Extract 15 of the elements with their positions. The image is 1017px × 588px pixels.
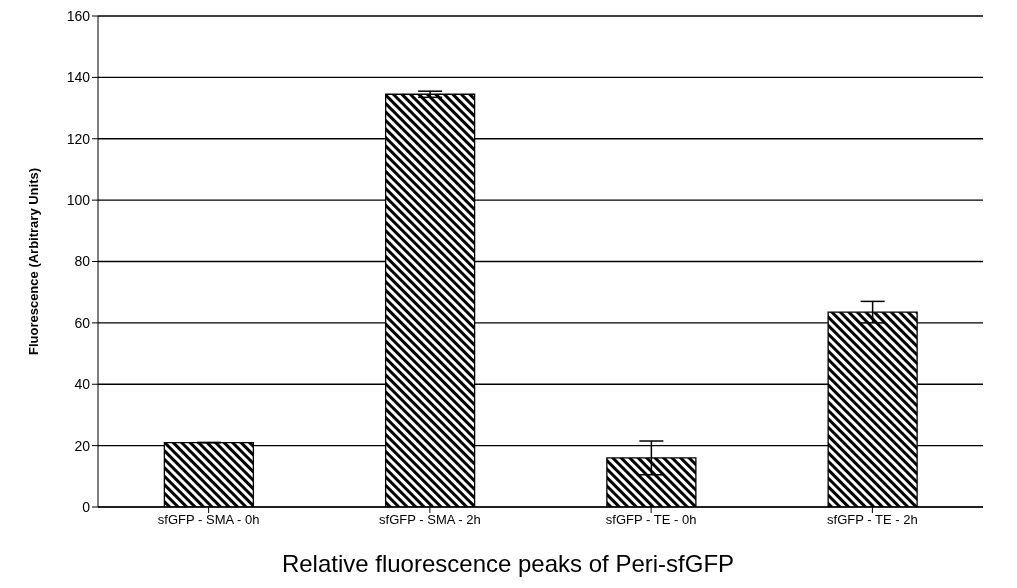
y-tick-label: 20 — [74, 437, 91, 454]
y-tick-label: 60 — [74, 314, 91, 331]
y-tick-label: 140 — [66, 69, 91, 86]
y-tick-label: 100 — [66, 192, 91, 209]
x-tick-label: sfGFP - SMA - 2h — [379, 512, 481, 528]
x-tick-label: sfGFP - TE - 0h — [605, 512, 697, 528]
y-tick-label: 0 — [82, 498, 91, 515]
y-axis-title: Fluorescence (Arbitrary Units) — [25, 167, 41, 356]
y-tick-label: 160 — [66, 7, 91, 24]
text: Relative fluorescence peaks of Peri-sfGFP — [280, 550, 736, 578]
x-tick-label: sfGFP - SMA - 0h — [157, 512, 260, 528]
x-tick-label: sfGFP - TE - 2h — [827, 512, 918, 528]
y-tick-label: 80 — [74, 253, 91, 270]
y-tick-label: 40 — [74, 376, 91, 393]
y-tick-label: 120 — [66, 130, 91, 147]
